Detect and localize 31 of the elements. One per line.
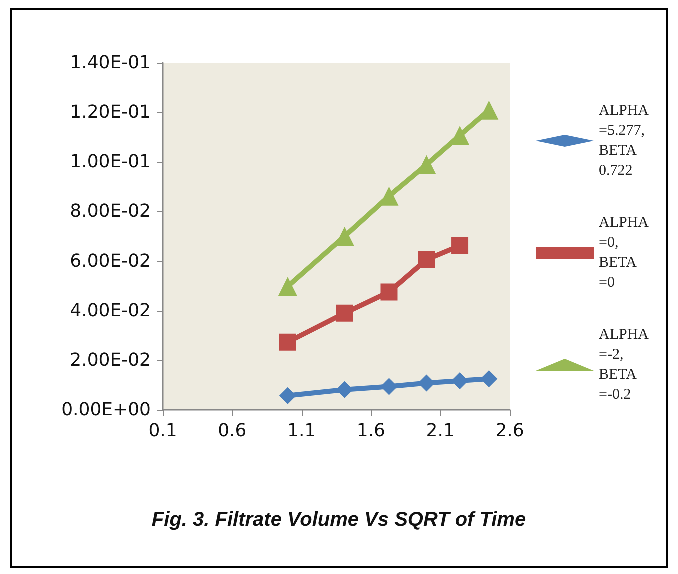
point [279, 387, 296, 404]
point [278, 277, 298, 296]
point [452, 237, 469, 254]
point [279, 334, 296, 351]
y-tick-label: 1.00E-01 [70, 152, 151, 173]
y-tick-label: 6.00E-02 [70, 250, 151, 272]
legend-label: ALPHA =0, BETA =0 [599, 215, 650, 291]
legend-label: ALPHA =-2, BETA =-0.2 [599, 327, 650, 403]
legend-label: ALPHA =5.277, BETA 0.722 [599, 103, 650, 179]
y-tick-label: 1.40E-01 [70, 52, 151, 74]
y-tick-label: 2.00E-02 [70, 350, 151, 371]
point [336, 381, 354, 398]
point [450, 126, 470, 146]
point [336, 304, 354, 322]
x-tick-label: 2.1 [426, 420, 455, 442]
x-tick-label: 2.6 [496, 420, 524, 442]
x-tick-label: 1.1 [287, 420, 316, 442]
x-tick-label: 0.1 [148, 420, 178, 442]
x-tick-label: 0.6 [218, 420, 247, 442]
text: Fig. 3. Filtrate Volume Vs SQRT of Time [152, 509, 526, 531]
y-tick-label: 4.00E-02 [70, 300, 151, 322]
y-tick-label: 1.20E-01 [70, 102, 151, 124]
y-tick-label: 8.00E-02 [70, 201, 151, 222]
x-tick-label: 1.6 [356, 420, 386, 442]
point [418, 374, 436, 392]
point [480, 370, 498, 388]
point [380, 284, 398, 301]
y-tick-label: 0.00E+00 [62, 400, 151, 420]
point [380, 378, 398, 396]
point [418, 251, 436, 268]
point [417, 155, 436, 174]
